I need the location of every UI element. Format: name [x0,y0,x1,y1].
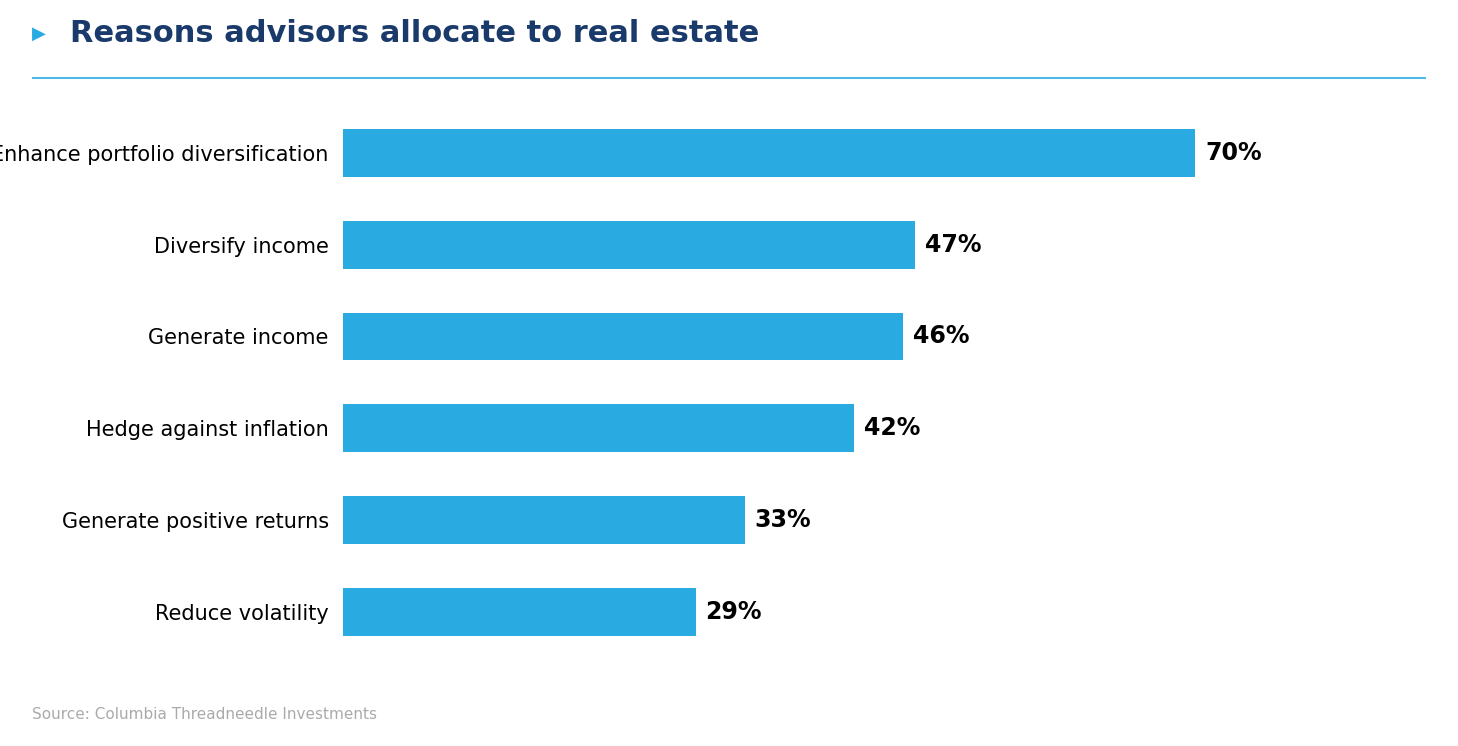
Text: 29%: 29% [706,600,763,624]
Text: 33%: 33% [754,508,811,532]
Text: Source: Columbia Threadneedle Investments: Source: Columbia Threadneedle Investment… [32,707,378,722]
Bar [343,588,695,636]
Bar [343,496,745,544]
Text: ▶: ▶ [32,25,47,43]
Bar [343,313,903,360]
Text: 47%: 47% [924,233,981,257]
Text: Reasons advisors allocate to real estate: Reasons advisors allocate to real estate [70,19,760,48]
Bar [343,404,854,452]
Bar [343,129,1196,177]
Text: 70%: 70% [1204,141,1261,165]
Text: 42%: 42% [865,416,920,440]
Text: 46%: 46% [913,325,970,348]
Bar [343,221,916,269]
